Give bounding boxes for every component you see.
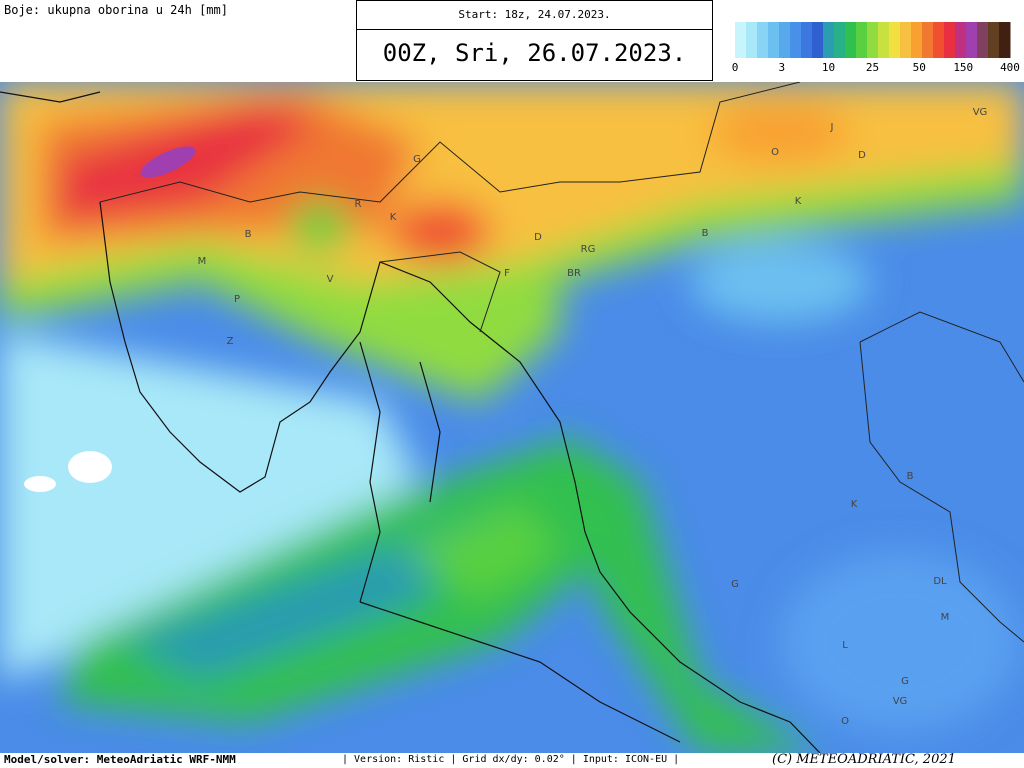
place-label: V [327, 274, 334, 285]
colorbar-swatch [999, 22, 1011, 58]
place-label: K [851, 499, 858, 510]
place-label: F [504, 268, 510, 279]
border [99, 82, 1024, 643]
colorbar-swatch [867, 22, 879, 58]
colorbar-tick-label: 50 [913, 61, 926, 74]
title-box: Start: 18z, 24.07.2023. 00Z, Sri, 26.07.… [356, 0, 713, 81]
colorbar-swatch [889, 22, 901, 58]
place-label: BR [567, 268, 581, 279]
colorbar-swatch [823, 22, 835, 58]
colorbar-tick-label: 150 [953, 61, 973, 74]
precip-field [0, 82, 1024, 753]
colorbar-swatch [944, 22, 956, 58]
place-label: M [198, 256, 207, 267]
footer-model: Model/solver: MeteoAdriatic WRF-NMM [4, 753, 236, 766]
place-label: RG [581, 244, 596, 255]
colorbar-swatch [966, 22, 978, 58]
colorbar-tick-label: 10 [822, 61, 835, 74]
place-label: O [771, 147, 779, 158]
colorbar-swatch [933, 22, 945, 58]
place-label: R [355, 199, 362, 210]
valid-time: 00Z, Sri, 26.07.2023. [382, 39, 687, 67]
colorbar-swatch [812, 22, 824, 58]
place-label: O [841, 716, 849, 727]
colorbar-tick-label: 0 [732, 61, 739, 74]
place-label: G [901, 676, 909, 687]
colorbar-swatch [735, 22, 747, 58]
colorbar-swatch [856, 22, 868, 58]
legend-title: Boje: ukupna oborina u 24h [mm] [4, 3, 228, 17]
colorbar-swatch [922, 22, 934, 58]
colorbar-swatch [757, 22, 769, 58]
colorbar-tick-label: 25 [866, 61, 879, 74]
colorbar-swatch [900, 22, 912, 58]
colorbar-swatch [779, 22, 791, 58]
map: VG J O D K B G R K B M D RG BR F DL M G L G K B O VG V P Z [0, 82, 1024, 753]
colorbar-swatch [768, 22, 780, 58]
place-label: K [795, 196, 802, 207]
colorbar-tick-label: 400 [1000, 61, 1020, 74]
footer-copyright: (C) METEOADRIATIC, 2021 [772, 752, 956, 767]
place-label: VG [893, 696, 908, 707]
colorbar: 0 3 10 25 50 150 400 [732, 22, 1020, 74]
place-label: L [842, 640, 848, 651]
place-label: K [390, 212, 397, 223]
colorbar-swatch [878, 22, 890, 58]
colorbar-swatch [911, 22, 923, 58]
colorbar-swatch [845, 22, 857, 58]
colorbar-swatch [746, 22, 758, 58]
colorbar-swatch [834, 22, 846, 58]
place-label: B [907, 471, 914, 482]
colorbar-swatch [801, 22, 813, 58]
colorbar-tick-label: 3 [778, 61, 785, 74]
place-label: B [245, 229, 252, 240]
place-label: G [413, 154, 421, 165]
place-label: DL [933, 576, 947, 587]
place-label: G [731, 579, 739, 590]
place-label: J [830, 122, 834, 133]
place-label: D [534, 232, 542, 243]
place-label: Z [227, 336, 234, 347]
place-label: B [702, 228, 709, 239]
start-time: Start: 18z, 24.07.2023. [357, 1, 712, 30]
footer: Model/solver: MeteoAdriatic WRF-NMM | Ve… [0, 752, 1024, 768]
colorbar-swatch [988, 22, 1000, 58]
colorbar-swatch [955, 22, 967, 58]
footer-info: | Version: Ristic | Grid dx/dy: 0.02° | … [342, 754, 680, 765]
place-label: P [234, 294, 240, 305]
colorbar-swatch [790, 22, 802, 58]
place-label: VG [973, 107, 988, 118]
place-label: D [858, 150, 866, 161]
colorbar-swatch [977, 22, 989, 58]
place-label: M [941, 612, 950, 623]
